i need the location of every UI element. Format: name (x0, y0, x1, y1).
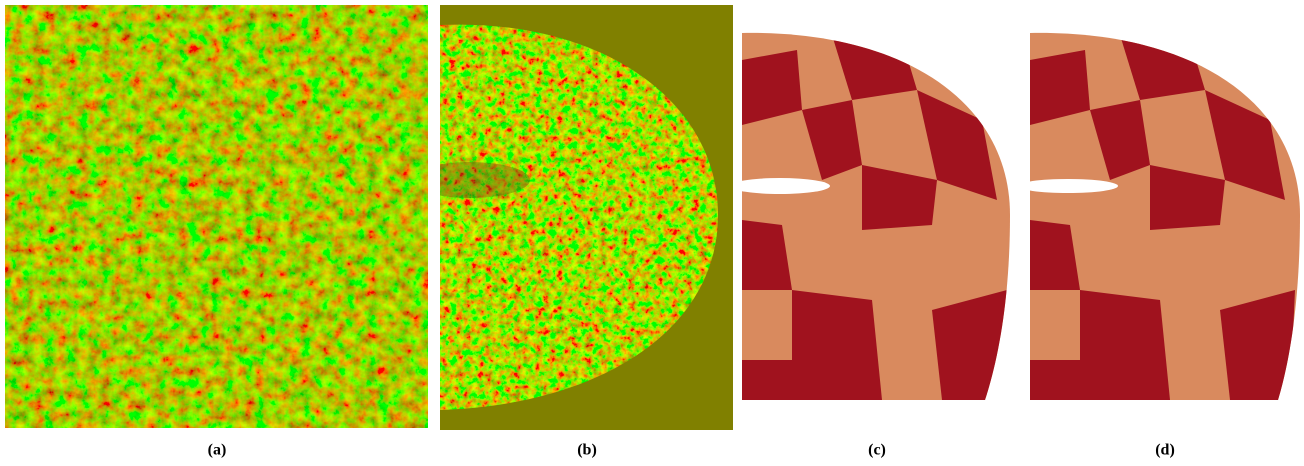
figure: (a) (b) (c) (d) (0, 0, 1304, 466)
panel-c (730, 30, 1012, 400)
panel-a (5, 5, 428, 428)
panel-d (1018, 30, 1300, 400)
torus-hole (1018, 179, 1118, 193)
caption: (d) (1155, 442, 1175, 459)
caption: (a) (208, 442, 227, 459)
torus-hole (730, 178, 830, 194)
noise-image (5, 5, 428, 428)
caption: (b) (577, 442, 597, 459)
caption: (c) (868, 442, 886, 459)
checker-torus (1030, 30, 1300, 400)
panel-b (410, 5, 733, 430)
checker-torus (742, 30, 1012, 400)
